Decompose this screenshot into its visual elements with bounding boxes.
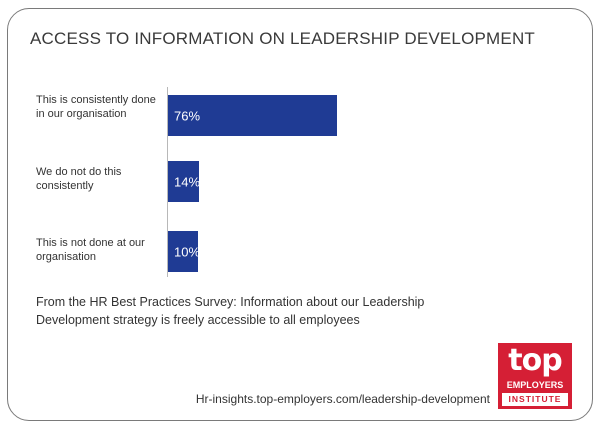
category-label: This is not done at our organisation <box>36 237 145 263</box>
logo-employers-text: EMPLOYERS <box>506 380 564 390</box>
logo-institute-text: INSTITUTE <box>502 393 568 406</box>
bar: 10% <box>168 231 201 272</box>
survey-footnote: From the HR Best Practices Survey: Infor… <box>36 295 425 327</box>
logo-word: top <box>508 343 562 378</box>
source-url[interactable]: Hr-insights.top-employers.com/leadership… <box>195 392 490 406</box>
category-label: This is consistently done in our organis… <box>36 94 156 120</box>
bar-value-label: 14% <box>174 174 201 189</box>
category-axis <box>167 87 168 277</box>
bar: 76% <box>168 95 338 136</box>
chart-card: ACCESS TO INFORMATION ON LEADERSHIP DEVE… <box>7 8 593 421</box>
bar-value-label: 76% <box>174 108 201 123</box>
bar: 14% <box>168 161 201 202</box>
top-employers-logo: top EMPLOYERS INSTITUTE <box>498 343 572 409</box>
chart-title: ACCESS TO INFORMATION ON LEADERSHIP DEVE… <box>30 29 536 48</box>
category-label: We do not do this consistently <box>36 166 122 192</box>
bar-value-label: 10% <box>174 244 201 259</box>
